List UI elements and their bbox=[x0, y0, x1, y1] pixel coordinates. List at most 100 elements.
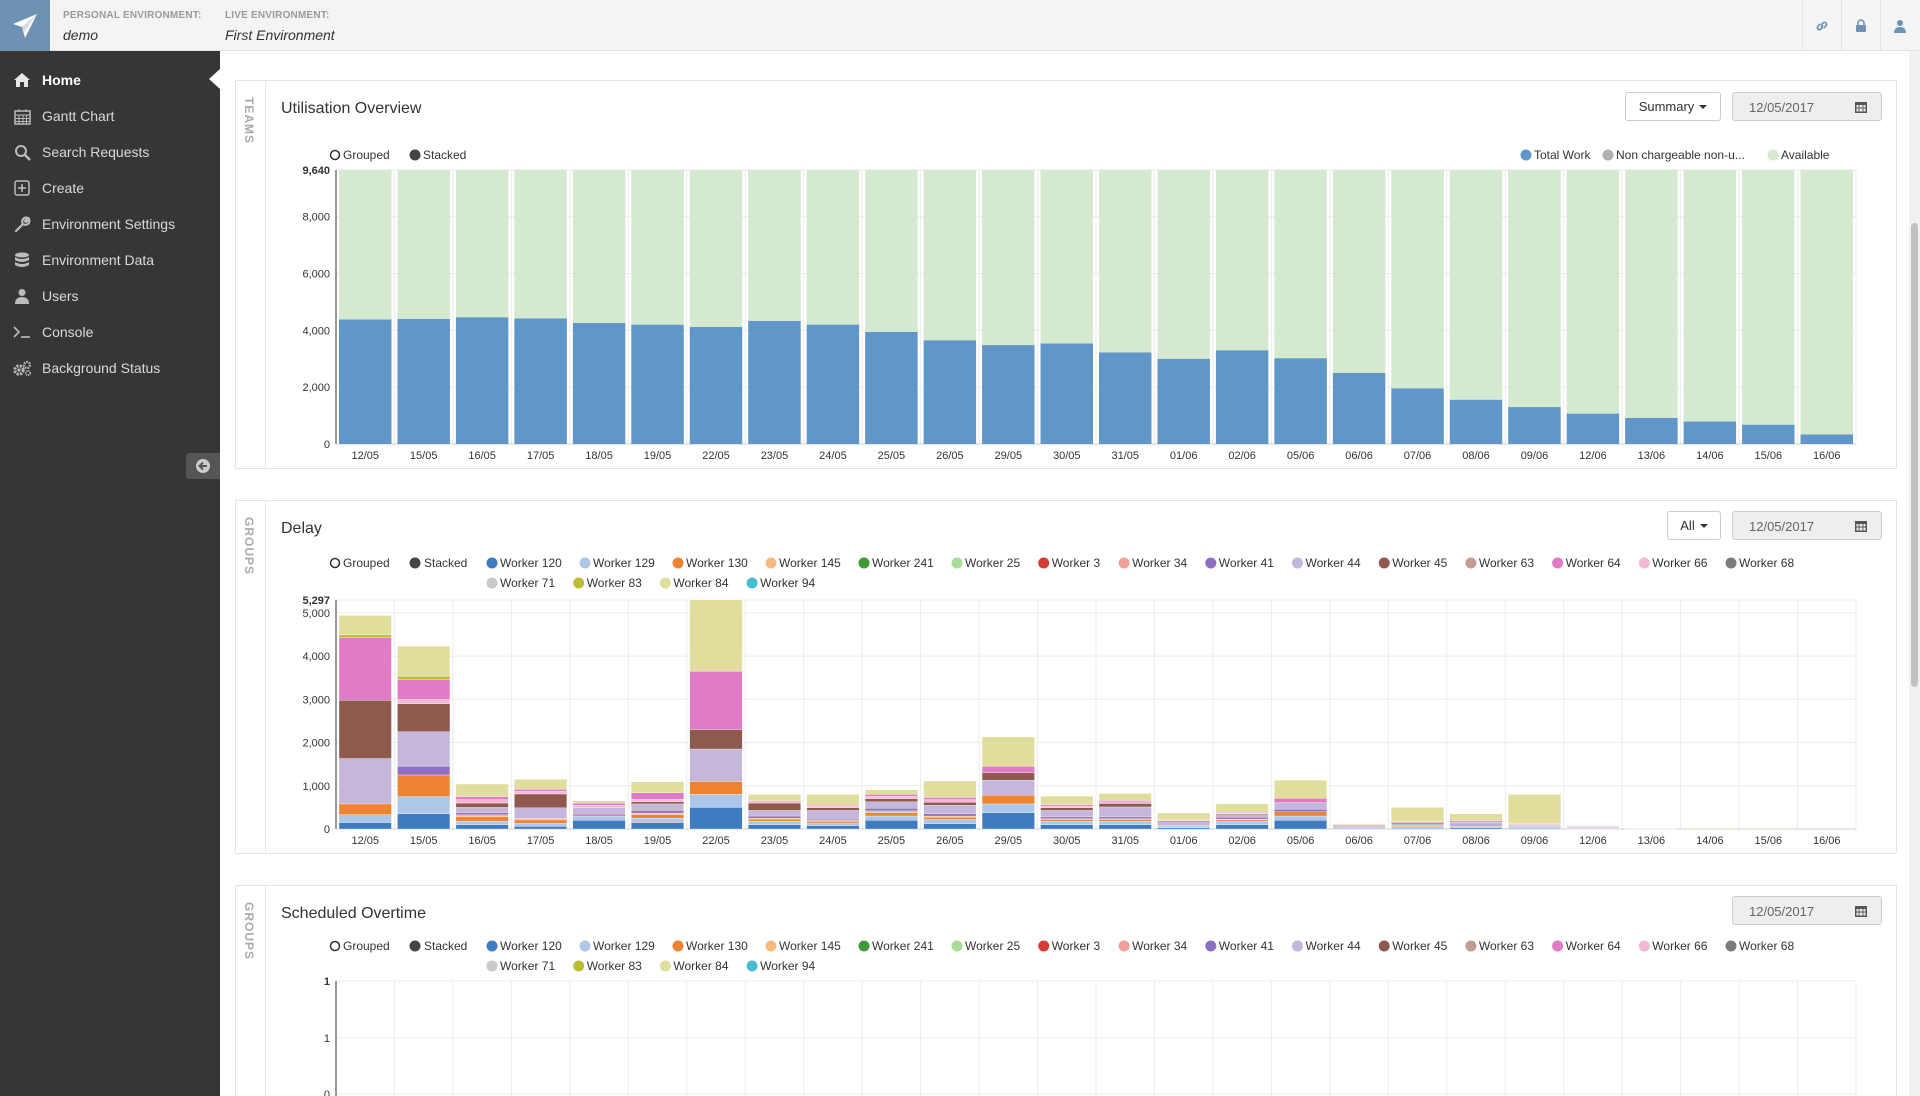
bar-worker-44-23-05 bbox=[748, 810, 801, 817]
bar-worker-64-31-05 bbox=[1098, 800, 1152, 802]
sidebar-item-background-status[interactable]: Background Status bbox=[0, 350, 220, 386]
legend-item-worker-3[interactable]: Worker 3 bbox=[1038, 556, 1100, 570]
bar-total-work-17-05 bbox=[514, 318, 567, 444]
vertical-scrollbar[interactable] bbox=[1909, 51, 1920, 1096]
date-picker[interactable]: 12/05/2017 bbox=[1732, 511, 1882, 540]
bar-worker-44-16-05 bbox=[455, 807, 509, 813]
bar-worker-120-18-05 bbox=[572, 820, 626, 830]
legend-item-worker-41[interactable]: Worker 41 bbox=[1205, 556, 1274, 570]
legend-item-worker-44[interactable]: Worker 44 bbox=[1292, 939, 1361, 953]
legend-item-worker-25[interactable]: Worker 25 bbox=[951, 939, 1021, 953]
legend-item-worker-241[interactable]: Worker 241 bbox=[858, 556, 935, 570]
legend-item-worker-129[interactable]: Worker 129 bbox=[579, 939, 656, 953]
legend-item-worker-71[interactable]: Worker 71 bbox=[486, 959, 556, 973]
legend-item-worker-120[interactable]: Worker 120 bbox=[486, 556, 563, 570]
bar-available-13-06 bbox=[1625, 170, 1678, 418]
legend-item-available[interactable]: Available bbox=[1767, 148, 1830, 162]
sidebar-item-search-requests[interactable]: Search Requests bbox=[0, 134, 220, 170]
legend-item-worker-84[interactable]: Worker 84 bbox=[659, 959, 729, 973]
bar-worker-44-08-06 bbox=[1449, 821, 1503, 825]
legend-item-worker-66[interactable]: Worker 66 bbox=[1638, 556, 1708, 570]
sidebar-item-create[interactable]: Create bbox=[0, 170, 220, 206]
legend-item-worker-66[interactable]: Worker 66 bbox=[1638, 939, 1708, 953]
date-picker[interactable]: 12/05/2017 bbox=[1732, 92, 1882, 121]
legend-item-worker-120[interactable]: Worker 120 bbox=[486, 939, 563, 953]
user-button[interactable] bbox=[1880, 0, 1919, 51]
scrollbar-thumb[interactable] bbox=[1911, 223, 1918, 687]
grouped-toggle[interactable]: Grouped bbox=[329, 556, 390, 570]
legend-item-worker-45[interactable]: Worker 45 bbox=[1378, 556, 1448, 570]
legend-item-total-work[interactable]: Total Work bbox=[1520, 148, 1592, 162]
legend-item-worker-94[interactable]: Worker 94 bbox=[746, 576, 816, 590]
legend-item-worker-25[interactable]: Worker 25 bbox=[951, 556, 1021, 570]
bar-total-work-18-05 bbox=[572, 322, 626, 444]
y-tick-label: 2,000 bbox=[302, 382, 330, 394]
sidebar-item-environment-data[interactable]: Environment Data bbox=[0, 242, 220, 278]
collapse-sidebar-button[interactable] bbox=[186, 453, 220, 479]
bar-available-15-05 bbox=[397, 170, 450, 319]
legend-item-worker-44[interactable]: Worker 44 bbox=[1292, 556, 1361, 570]
live-environment[interactable]: LIVE ENVIRONMENT: First Environment bbox=[225, 10, 335, 43]
legend-label: Worker 94 bbox=[760, 576, 815, 590]
sidebar-item-console[interactable]: Console bbox=[0, 314, 220, 350]
x-tick-label: 12/05 bbox=[351, 450, 379, 462]
legend-item-worker-64[interactable]: Worker 64 bbox=[1552, 556, 1621, 570]
link-button[interactable] bbox=[1802, 0, 1841, 51]
legend-item-worker-45[interactable]: Worker 45 bbox=[1378, 939, 1448, 953]
legend-item-worker-64[interactable]: Worker 64 bbox=[1552, 939, 1621, 953]
legend-item-worker-41[interactable]: Worker 41 bbox=[1205, 939, 1274, 953]
calendar-icon[interactable] bbox=[1841, 897, 1881, 924]
legend-item-worker-34[interactable]: Worker 34 bbox=[1118, 939, 1188, 953]
summary-dropdown[interactable]: Summary bbox=[1625, 92, 1721, 121]
date-picker[interactable]: 12/05/2017 bbox=[1732, 896, 1882, 925]
legend-label: Worker 68 bbox=[1739, 556, 1794, 570]
lock-button[interactable] bbox=[1841, 0, 1880, 51]
legend-label: Non chargeable non-u... bbox=[1616, 148, 1745, 162]
bar-worker-129-05-06 bbox=[1274, 815, 1327, 821]
stacked-toggle[interactable]: Stacked bbox=[409, 556, 468, 570]
y-tick-label: 5,297 bbox=[302, 595, 330, 607]
legend-item-worker-63[interactable]: Worker 63 bbox=[1465, 939, 1534, 953]
legend-item-worker-71[interactable]: Worker 71 bbox=[486, 576, 556, 590]
legend-dot bbox=[486, 940, 498, 952]
calendar-icon[interactable] bbox=[1841, 93, 1881, 120]
sidebar-item-home[interactable]: Home bbox=[0, 62, 220, 98]
personal-environment[interactable]: PERSONAL ENVIRONMENT: demo bbox=[63, 10, 201, 43]
legend-item-worker-94[interactable]: Worker 94 bbox=[746, 959, 816, 973]
legend-item-worker-63[interactable]: Worker 63 bbox=[1465, 556, 1534, 570]
scheduled-overtime-panel: GROUPS Scheduled Overtime 12/05/2017 Gro… bbox=[235, 885, 1897, 1096]
legend-dot bbox=[579, 940, 591, 952]
grouped-toggle[interactable]: Grouped bbox=[329, 148, 390, 162]
sidebar-item-environment-settings[interactable]: Environment Settings bbox=[0, 206, 220, 242]
stacked-toggle[interactable]: Stacked bbox=[409, 939, 468, 953]
grouped-toggle[interactable]: Grouped bbox=[329, 939, 390, 953]
legend-item-worker-83[interactable]: Worker 83 bbox=[573, 576, 642, 590]
legend-item-worker-68[interactable]: Worker 68 bbox=[1725, 556, 1795, 570]
caret-down-icon bbox=[1699, 104, 1708, 109]
legend-dot bbox=[1552, 557, 1564, 569]
sidebar-item-gantt-chart[interactable]: Gantt Chart bbox=[0, 98, 220, 134]
sidebar-item-users[interactable]: Users bbox=[0, 278, 220, 314]
legend-item-worker-145[interactable]: Worker 145 bbox=[765, 556, 842, 570]
legend-item-worker-34[interactable]: Worker 34 bbox=[1118, 556, 1188, 570]
legend-item-worker-130[interactable]: Worker 130 bbox=[672, 556, 749, 570]
legend-item-worker-241[interactable]: Worker 241 bbox=[858, 939, 935, 953]
calendar-icon[interactable] bbox=[1841, 512, 1881, 539]
bar-worker-66-16-05 bbox=[455, 799, 509, 804]
legend-item-worker-129[interactable]: Worker 129 bbox=[579, 556, 656, 570]
sidebar: Home Gantt Chart Search Requests Create … bbox=[0, 51, 220, 1096]
bar-available-15-06 bbox=[1742, 170, 1795, 425]
legend-item-non-chargeable-non-u[interactable]: Non chargeable non-u... bbox=[1602, 148, 1745, 162]
legend-item-worker-145[interactable]: Worker 145 bbox=[765, 939, 842, 953]
legend-item-worker-3[interactable]: Worker 3 bbox=[1038, 939, 1100, 953]
stacked-toggle[interactable]: Stacked bbox=[409, 148, 467, 162]
legend-item-worker-84[interactable]: Worker 84 bbox=[659, 576, 729, 590]
legend-item-worker-68[interactable]: Worker 68 bbox=[1725, 939, 1795, 953]
bar-available-07-06 bbox=[1391, 170, 1444, 389]
legend-item-worker-83[interactable]: Worker 83 bbox=[573, 959, 642, 973]
bar-worker-44-07-06 bbox=[1391, 823, 1444, 827]
filter-dropdown[interactable]: All bbox=[1667, 511, 1721, 540]
app-logo[interactable] bbox=[0, 0, 50, 51]
bar-worker-129-06-06 bbox=[1332, 827, 1386, 830]
legend-item-worker-130[interactable]: Worker 130 bbox=[672, 939, 749, 953]
